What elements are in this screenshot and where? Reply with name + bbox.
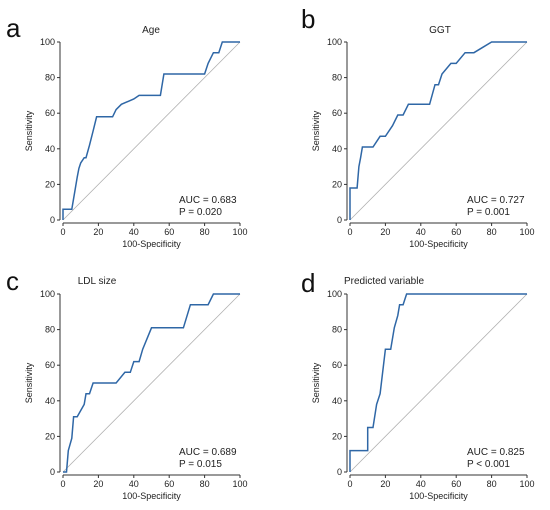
roc-curve-a: [62, 41, 240, 220]
panel-a-auc: AUC = 0.683: [179, 195, 237, 206]
roc-curve-b: [349, 41, 527, 220]
x-tick-label-c: 60: [164, 479, 174, 489]
diagonal-line-b: [349, 41, 528, 221]
x-tick-label-d: 100: [519, 479, 534, 489]
plot-area-b: 0 20 40 60 80 100 0 20 40 60 80 100 100-Specificity S…: [311, 37, 535, 249]
panel-c-auc: AUC = 0.689: [179, 447, 237, 458]
y-tick-label-d: 60: [332, 360, 342, 370]
y-tick-label-d: 20: [332, 431, 342, 441]
panel-b: b GGT 0 20 40 60 80 100 0 20 40 60 80 100 100-Specif…: [301, 4, 535, 249]
y-tick-label-c: 20: [45, 431, 55, 441]
x-tick-label-b: 40: [416, 227, 426, 237]
x-tick-label-b: 20: [380, 227, 390, 237]
y-tick-label-c: 100: [40, 289, 55, 299]
x-tick-label-b: 100: [519, 227, 534, 237]
x-tick-label-d: 0: [347, 479, 352, 489]
x-axis-label-d: 100-Specificity: [409, 491, 468, 501]
plot-area-c: 0 20 40 60 80 100 0 20 40 60 80 100 100-Specificity S…: [24, 289, 248, 501]
x-tick-label-c: 20: [93, 479, 103, 489]
plot-area-a: 0 20 40 60 80 100 0 20 40 60 80 100 100-Specificity S…: [24, 37, 248, 249]
y-tick-label-d: 80: [332, 325, 342, 335]
y-tick-label-b: 60: [332, 108, 342, 118]
panel-c-title: LDL size: [78, 276, 117, 287]
y-tick-label-a: 0: [50, 215, 55, 225]
x-tick-label-d: 20: [380, 479, 390, 489]
x-tick-label-b: 0: [347, 227, 352, 237]
x-tick-label-a: 20: [93, 227, 103, 237]
panel-b-pvalue: P = 0.001: [467, 207, 510, 218]
panel-b-title: GGT: [429, 25, 451, 36]
y-tick-label-b: 40: [332, 144, 342, 154]
y-axis-label-c: Sensitivity: [24, 362, 34, 403]
x-tick-label-d: 40: [416, 479, 426, 489]
x-axis-label-c: 100-Specificity: [122, 491, 181, 501]
x-tick-label-c: 0: [60, 479, 65, 489]
plot-area-d: 0 20 40 60 80 100 0 20 40 60 80 100 100-Specificity S…: [311, 289, 535, 501]
x-tick-label-b: 60: [451, 227, 461, 237]
x-tick-label-d: 60: [451, 479, 461, 489]
roc-curve-d: [349, 293, 527, 472]
diagonal-line-c: [62, 293, 241, 473]
y-tick-label-d: 100: [327, 289, 342, 299]
panel-letter-d: d: [301, 268, 315, 298]
y-axis-label-a: Sensitivity: [24, 110, 34, 151]
y-tick-label-b: 0: [337, 215, 342, 225]
x-tick-label-a: 60: [164, 227, 174, 237]
y-tick-label-b: 20: [332, 179, 342, 189]
y-axis-label-d: Sensitivity: [311, 362, 321, 403]
x-tick-label-d: 80: [487, 479, 497, 489]
y-tick-label-d: 40: [332, 396, 342, 406]
panel-letter-c: c: [6, 266, 19, 296]
y-tick-label-c: 0: [50, 467, 55, 477]
panel-c: c LDL size 0 20 40 60 80 100 0 20 40 60 80 100 100-S…: [6, 266, 248, 501]
panel-a-title: Age: [142, 25, 160, 36]
x-tick-label-a: 100: [232, 227, 247, 237]
y-tick-label-a: 100: [40, 37, 55, 47]
y-tick-label-c: 60: [45, 360, 55, 370]
roc-curve-c: [63, 293, 240, 473]
panel-a: a Age 0 20 40 60 80 100 0 20 40 60 80 100 100-Specif…: [6, 13, 248, 249]
y-tick-label-b: 80: [332, 73, 342, 83]
x-tick-label-b: 80: [487, 227, 497, 237]
x-tick-label-c: 40: [129, 479, 139, 489]
x-tick-label-a: 0: [60, 227, 65, 237]
x-tick-label-c: 80: [200, 479, 210, 489]
y-tick-label-a: 80: [45, 73, 55, 83]
y-tick-label-a: 40: [45, 144, 55, 154]
x-axis-label-a: 100-Specificity: [122, 239, 181, 249]
y-tick-label-d: 0: [337, 467, 342, 477]
panel-b-auc: AUC = 0.727: [467, 195, 525, 206]
panel-d-auc: AUC = 0.825: [467, 447, 525, 458]
panel-d: d Predicted variable 0 20 40 60 80 100 0 20 40 60…: [301, 268, 535, 501]
panel-d-title: Predicted variable: [344, 276, 424, 287]
panel-c-pvalue: P = 0.015: [179, 459, 222, 470]
y-tick-label-b: 100: [327, 37, 342, 47]
x-tick-label-a: 40: [129, 227, 139, 237]
panel-d-pvalue: P < 0.001: [467, 459, 510, 470]
y-tick-label-c: 80: [45, 325, 55, 335]
x-tick-label-a: 80: [200, 227, 210, 237]
y-tick-label-c: 40: [45, 396, 55, 406]
diagonal-line-d: [349, 293, 528, 473]
panel-a-pvalue: P = 0.020: [179, 207, 222, 218]
diagonal-line-a: [62, 41, 241, 221]
y-tick-label-a: 20: [45, 179, 55, 189]
panel-letter-b: b: [301, 4, 315, 34]
x-axis-label-b: 100-Specificity: [409, 239, 468, 249]
panel-letter-a: a: [6, 13, 21, 43]
x-tick-label-c: 100: [232, 479, 247, 489]
y-axis-label-b: Sensitivity: [311, 110, 321, 151]
y-tick-label-a: 60: [45, 108, 55, 118]
